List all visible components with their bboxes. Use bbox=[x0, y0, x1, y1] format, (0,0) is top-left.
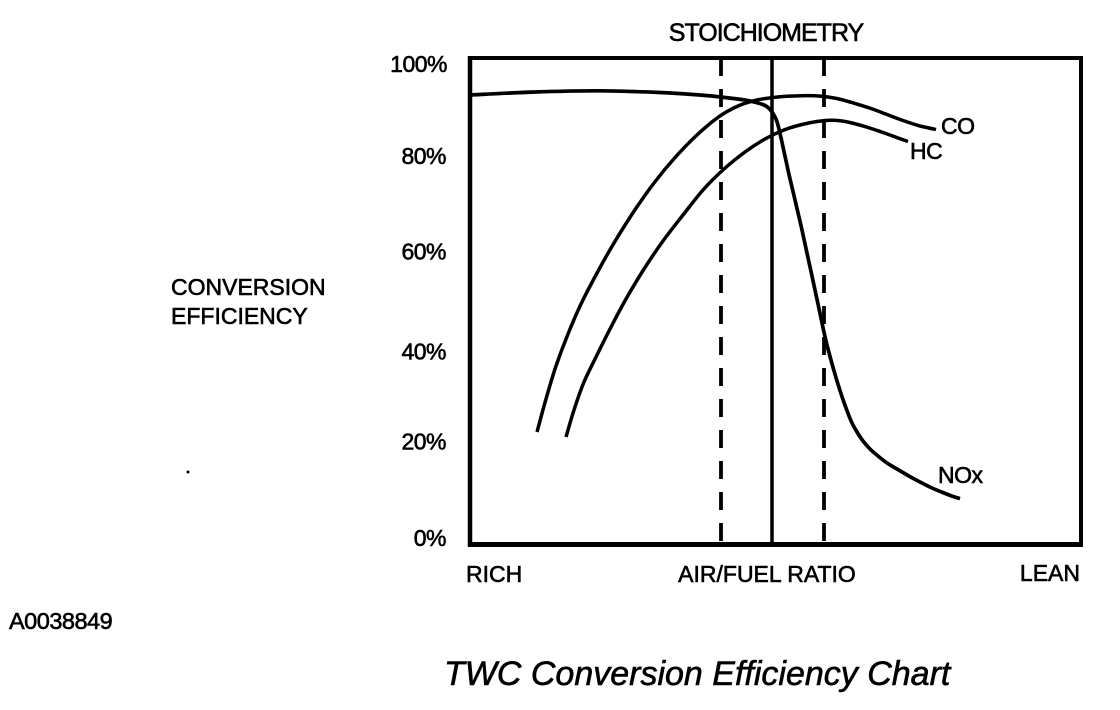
svg-text:TWC Conversion Efficiency Char: TWC Conversion Efficiency Chart bbox=[444, 655, 952, 693]
svg-text:EFFICIENCY: EFFICIENCY bbox=[171, 303, 308, 329]
svg-text:CO: CO bbox=[941, 113, 975, 139]
svg-text:100%: 100% bbox=[390, 51, 447, 77]
svg-text:RICH: RICH bbox=[466, 561, 522, 587]
svg-text:60%: 60% bbox=[401, 239, 446, 265]
svg-text:20%: 20% bbox=[401, 429, 446, 455]
svg-text:STOICHIOMETRY: STOICHIOMETRY bbox=[669, 19, 865, 47]
svg-text:LEAN: LEAN bbox=[1020, 560, 1080, 586]
svg-text:A0038849: A0038849 bbox=[9, 608, 112, 634]
svg-text:HC: HC bbox=[910, 138, 942, 164]
svg-text:AIR/FUEL RATIO: AIR/FUEL RATIO bbox=[678, 561, 856, 587]
svg-text:80%: 80% bbox=[401, 143, 446, 169]
svg-text:CONVERSION: CONVERSION bbox=[171, 274, 326, 300]
svg-text:NOx: NOx bbox=[938, 462, 984, 488]
svg-text:0%: 0% bbox=[414, 525, 446, 551]
svg-text:40%: 40% bbox=[401, 339, 446, 365]
